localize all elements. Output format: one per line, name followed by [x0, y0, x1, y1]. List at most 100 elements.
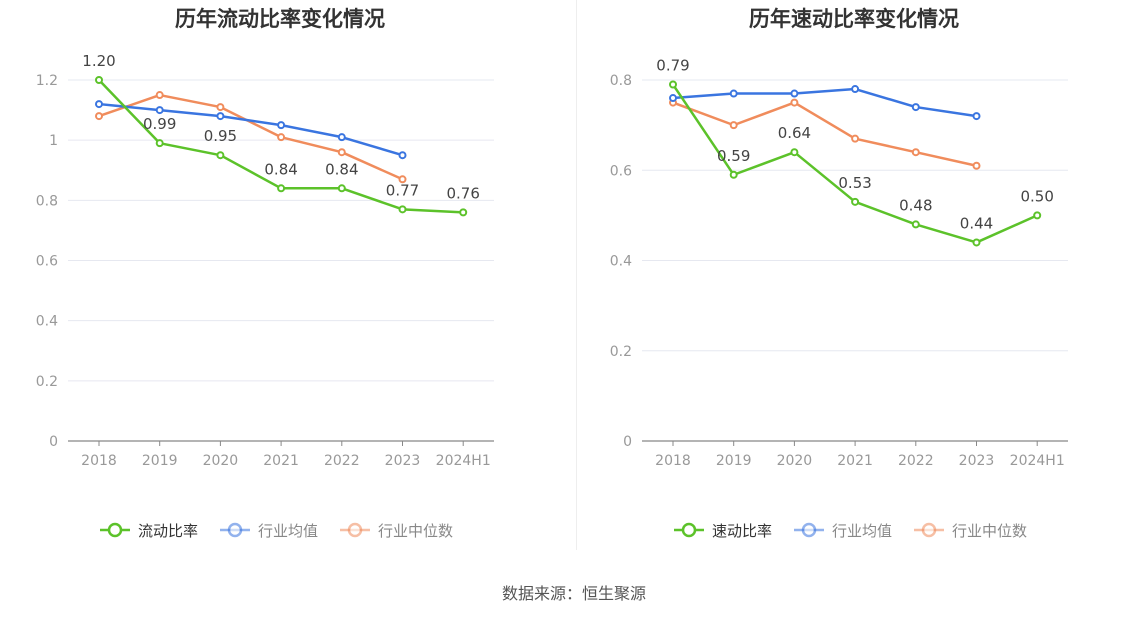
legend-swatch-marker [681, 522, 697, 538]
data-label: 0.59 [717, 147, 750, 165]
data-point[interactable] [729, 170, 738, 179]
data-label: 0.84 [325, 160, 358, 178]
data-point[interactable] [95, 112, 103, 121]
data-point[interactable] [459, 208, 468, 217]
data-point[interactable] [911, 148, 920, 157]
x-tick-label: 2018 [655, 453, 691, 469]
data-point[interactable] [911, 103, 920, 112]
y-tick-label: 0.8 [36, 193, 58, 209]
y-tick-label: 0 [623, 434, 632, 450]
y-tick-label: 0.4 [610, 254, 632, 270]
data-label: 0.50 [1020, 187, 1053, 205]
data-point[interactable] [669, 94, 677, 103]
legend-item[interactable]: 行业中位数 [914, 522, 1027, 540]
data-point[interactable] [1033, 211, 1042, 220]
data-point[interactable] [972, 112, 981, 121]
data-point[interactable] [277, 133, 286, 142]
legend-swatch-marker [801, 522, 817, 538]
data-label: 0.79 [656, 57, 689, 75]
legend-item[interactable]: 流动比率 [100, 522, 198, 540]
data-point[interactable] [337, 133, 346, 142]
data-point[interactable] [398, 205, 407, 214]
data-label: 0.77 [386, 181, 419, 199]
data-point[interactable] [790, 148, 799, 157]
x-tick-label: 2018 [81, 453, 117, 469]
data-point[interactable] [155, 139, 164, 148]
series-line [672, 87, 977, 118]
x-tick-label: 2022 [898, 453, 934, 469]
legend-item[interactable]: 行业中位数 [340, 522, 453, 540]
legend-swatch-marker [107, 522, 123, 538]
legend-swatch-marker [227, 522, 243, 538]
series-line [98, 93, 404, 181]
y-tick-label: 0.4 [36, 314, 58, 330]
current-ratio-chart-panel: 历年流动比率变化情况 0 0.2 0.4 0.6 0.8 1 1.2 2018 2019 2020 2… [0, 0, 574, 560]
data-point[interactable] [216, 112, 225, 121]
x-tick-label: 2021 [263, 453, 299, 469]
data-point[interactable] [216, 103, 225, 112]
data-point[interactable] [851, 85, 860, 94]
panel-divider [576, 0, 577, 550]
legend-label: 行业均值 [832, 522, 892, 540]
data-point[interactable] [337, 184, 346, 193]
legend-label: 流动比率 [138, 522, 198, 540]
quick-ratio-chart-panel: 历年速动比率变化情况 0 0.2 0.4 0.6 0.8 2018 2019 2020 2021 2… [574, 0, 1148, 560]
series-line [98, 102, 403, 157]
x-tick-label: 2024H1 [1010, 453, 1065, 469]
data-point[interactable] [95, 100, 103, 109]
y-tick-label: 0 [49, 434, 58, 450]
data-point[interactable] [790, 89, 799, 98]
x-tick-label: 2022 [324, 453, 360, 469]
data-point[interactable] [972, 238, 981, 247]
x-tick-label: 2019 [716, 453, 752, 469]
data-point[interactable] [216, 151, 225, 160]
data-source-note: 数据来源：恒生聚源 [501, 584, 646, 603]
data-label: 0.76 [446, 184, 479, 202]
data-label: 0.64 [778, 124, 811, 142]
data-point[interactable] [95, 76, 103, 84]
x-tick-label: 2023 [959, 453, 995, 469]
chart-title: 历年速动比率变化情况 [749, 7, 959, 31]
x-tick-label: 2021 [837, 453, 873, 469]
data-label: 1.20 [82, 52, 115, 70]
data-point[interactable] [398, 151, 407, 160]
y-tick-label: 0.2 [36, 374, 58, 390]
data-point[interactable] [911, 220, 920, 229]
y-tick-label: 1.2 [36, 73, 58, 89]
data-point[interactable] [972, 161, 981, 170]
legend-item[interactable]: 速动比率 [674, 522, 772, 540]
data-point[interactable] [277, 184, 286, 193]
data-label: 0.99 [143, 115, 176, 133]
legend-item[interactable]: 行业均值 [220, 522, 318, 540]
data-point[interactable] [851, 134, 860, 143]
data-label: 0.95 [204, 127, 237, 145]
legend-swatch-marker [347, 522, 363, 538]
data-point[interactable] [729, 89, 738, 98]
data-point[interactable] [155, 91, 164, 100]
chart-title: 历年流动比率变化情况 [175, 7, 385, 31]
x-tick-label: 2020 [777, 453, 813, 469]
data-point[interactable] [277, 121, 286, 130]
current-ratio-chart: 历年流动比率变化情况 0 0.2 0.4 0.6 0.8 1 1.2 2018 2019 2020 2… [36, 7, 494, 540]
legend-label: 行业中位数 [378, 522, 453, 540]
data-label: 0.48 [899, 196, 932, 214]
y-tick-label: 1 [49, 133, 58, 149]
data-label: 0.44 [960, 214, 993, 232]
data-point[interactable] [337, 148, 346, 157]
y-tick-label: 0.6 [36, 254, 58, 270]
legend-item[interactable]: 行业均值 [794, 522, 892, 540]
data-label: 0.53 [838, 174, 871, 192]
data-point[interactable] [398, 175, 407, 184]
legend-label: 速动比率 [712, 522, 772, 540]
x-tick-label: 2020 [203, 453, 239, 469]
data-point[interactable] [155, 106, 164, 115]
x-tick-label: 2019 [142, 453, 178, 469]
series-line [672, 101, 977, 167]
data-point[interactable] [729, 121, 738, 130]
data-point[interactable] [790, 98, 799, 107]
x-tick-label: 2024H1 [436, 453, 491, 469]
data-point[interactable] [851, 197, 860, 206]
y-tick-label: 0.8 [610, 73, 632, 89]
data-label: 0.84 [264, 160, 297, 178]
data-point[interactable] [669, 80, 677, 89]
